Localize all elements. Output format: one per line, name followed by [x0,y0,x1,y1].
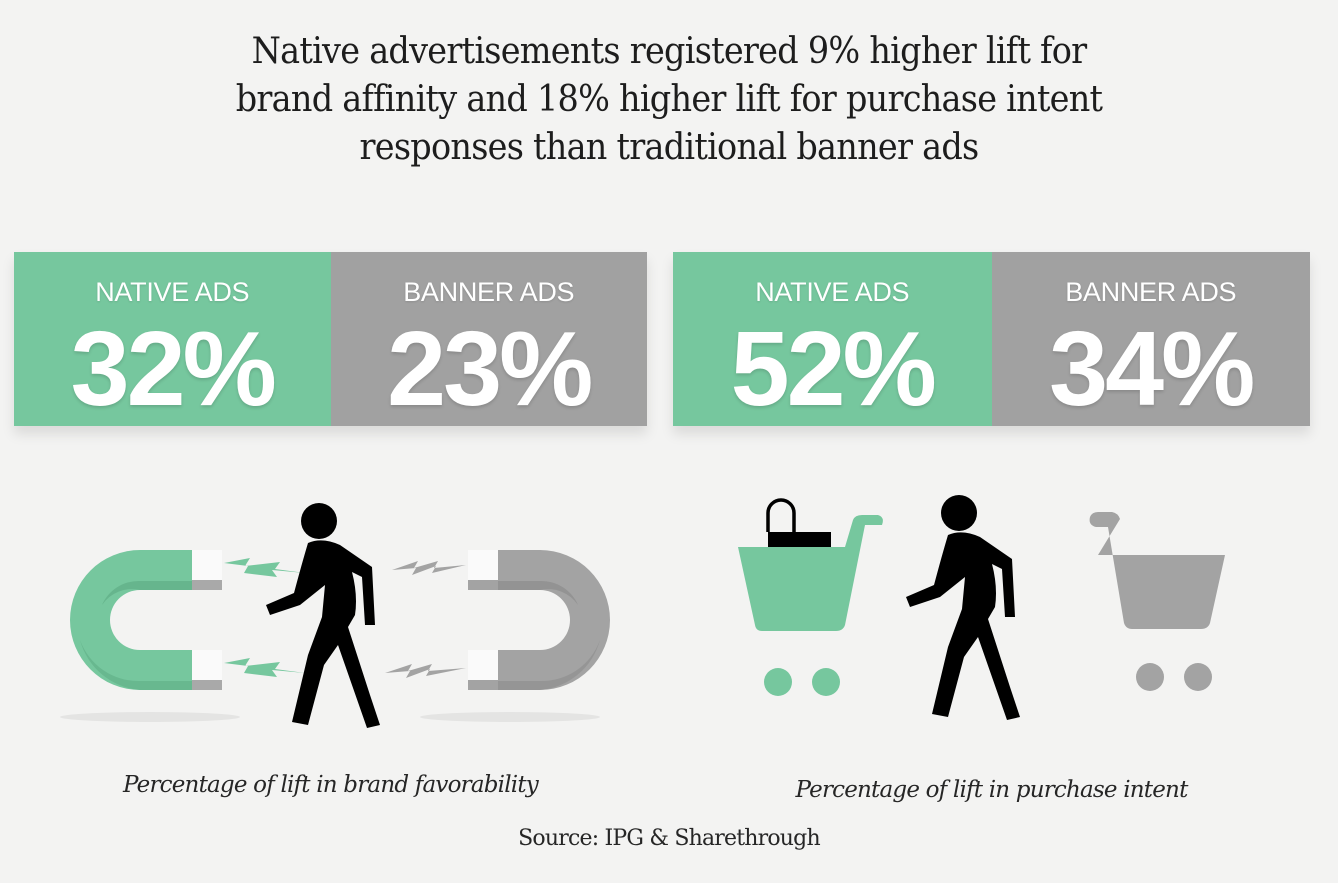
native-ads-label: NATIVE ADS [755,277,910,307]
native-ads-stat: NATIVE ADS 52% [673,252,992,426]
gray-shopping-cart-icon [1089,512,1225,691]
banner-ads-value: 23% [387,310,593,428]
banner-ads-stat: BANNER ADS 34% [991,252,1310,428]
headline: Native advertisements registered 9% high… [47,28,1291,172]
walking-person-icon [266,503,380,728]
gray-lightning-icon [392,561,466,575]
green-lightning-icon [224,658,305,677]
native-ads-label: NATIVE ADS [95,277,250,307]
shadow [420,712,600,722]
headline-line-1: Native advertisements registered 9% high… [251,31,1088,72]
banner-ads-value: 34% [1049,310,1255,428]
walking-person-icon [906,495,1020,720]
purchase-intent-caption: Percentage of lift in purchase intent [795,777,1188,803]
headline-line-3: responses than traditional banner ads [359,127,980,168]
brand-favorability-caption: Percentage of lift in brand favorability [123,772,539,798]
brand-favorability-stats: NATIVE ADS 32% BANNER ADS 23% [14,252,647,426]
headline-line-2: brand affinity and 18% higher lift for p… [235,79,1103,120]
green-shopping-cart-icon [738,498,883,696]
native-ads-value: 32% [70,310,277,428]
purchase-intent-stats: NATIVE ADS 52% BANNER ADS 34% [673,252,1310,426]
gray-lightning-icon [385,664,466,678]
source-credit: Source: IPG & Sharethrough [518,826,820,851]
banner-ads-label: BANNER ADS [1065,277,1237,307]
green-magnet-icon [70,550,222,690]
gray-magnet-icon [468,550,610,690]
native-ads-value: 52% [730,310,937,428]
banner-ads-label: BANNER ADS [403,277,575,307]
green-lightning-icon [224,558,305,577]
shopping-bag-icon [768,532,831,548]
banner-ads-stat: BANNER ADS 23% [330,252,647,428]
shadow [60,712,240,722]
magnets-walker-illustration [40,455,640,755]
carts-walker-illustration [700,455,1280,755]
native-ads-stat: NATIVE ADS 32% [14,252,331,426]
